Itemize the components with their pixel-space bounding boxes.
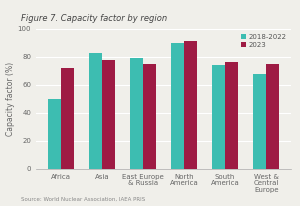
- Bar: [253, 74, 266, 169]
- Bar: [225, 62, 238, 169]
- Bar: [48, 99, 61, 169]
- Bar: [266, 64, 279, 169]
- Bar: [130, 58, 143, 169]
- Bar: [171, 43, 184, 169]
- Legend: 2018-2022, 2023: 2018-2022, 2023: [239, 32, 287, 49]
- Bar: [102, 60, 115, 169]
- Bar: [212, 65, 225, 169]
- Bar: [61, 68, 74, 169]
- Y-axis label: Capacity factor (%): Capacity factor (%): [6, 62, 15, 136]
- Bar: [89, 53, 102, 169]
- Bar: [143, 64, 156, 169]
- Text: Figure 7. Capacity factor by region: Figure 7. Capacity factor by region: [21, 14, 167, 23]
- Text: Source: World Nuclear Association, IAEA PRIS: Source: World Nuclear Association, IAEA …: [21, 197, 145, 202]
- Bar: [184, 41, 197, 169]
